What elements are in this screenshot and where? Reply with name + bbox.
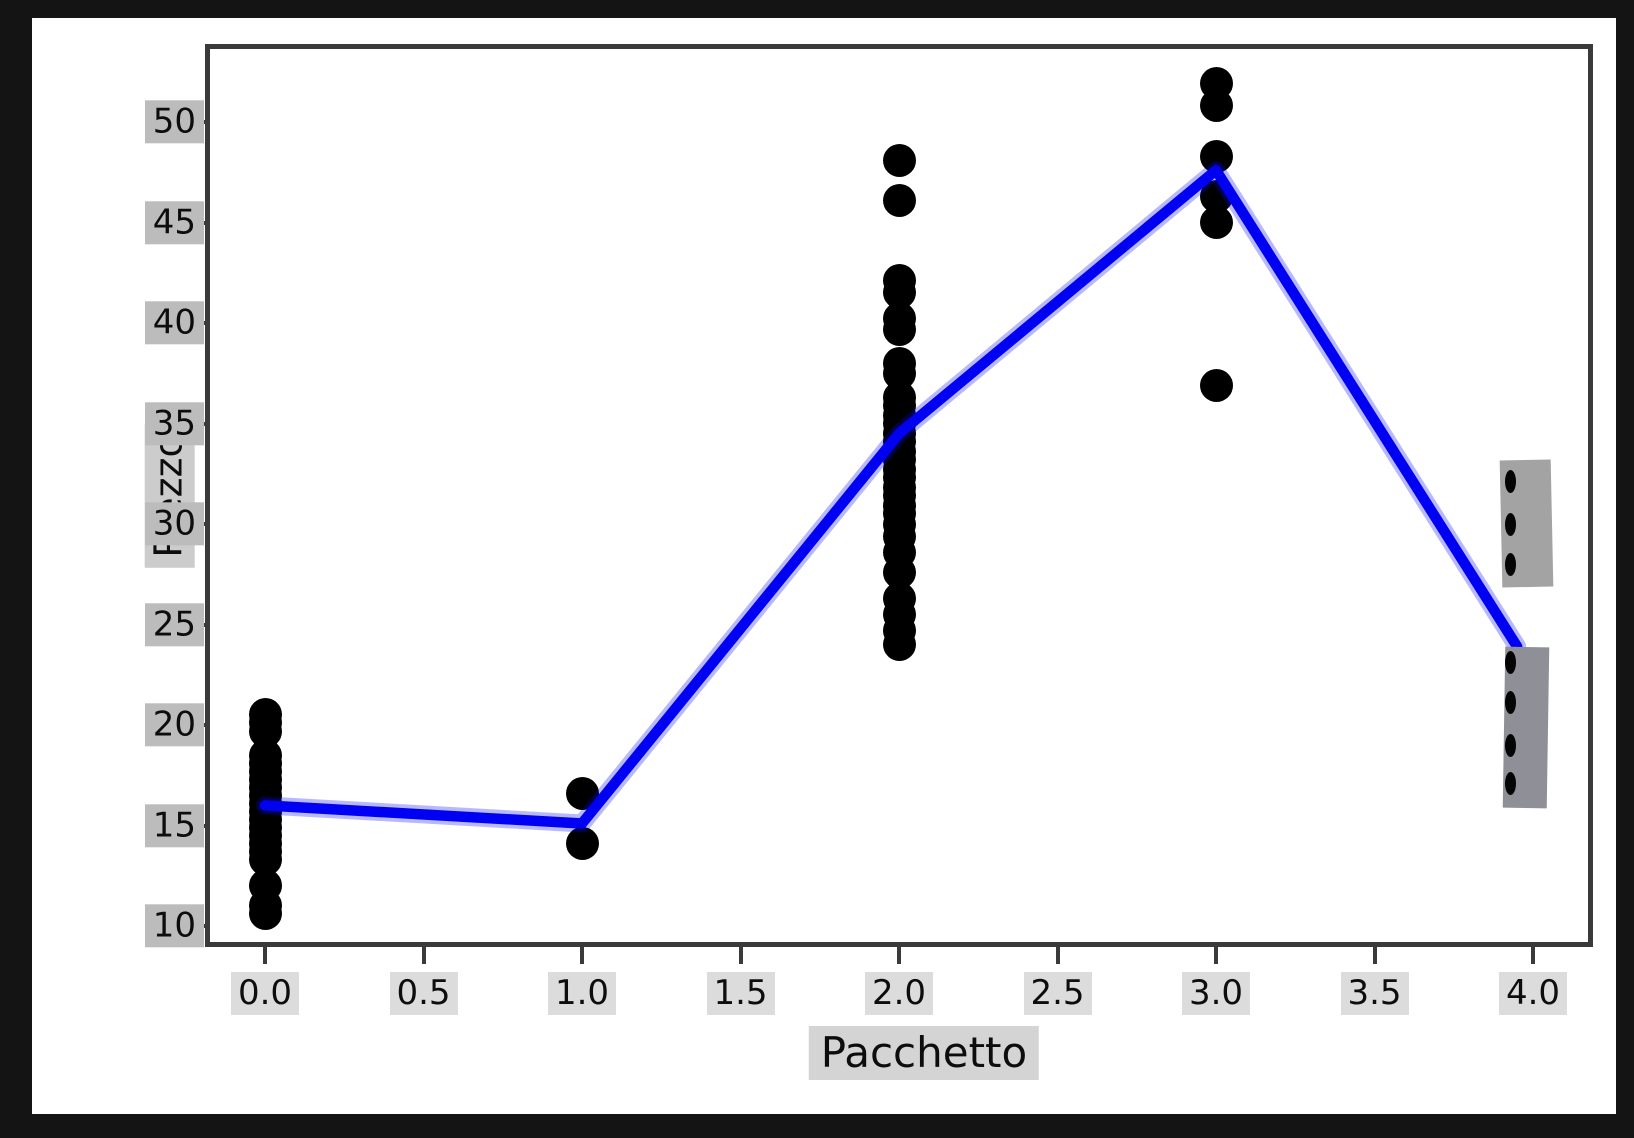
- x-tick-label: 3.5: [1340, 972, 1409, 1016]
- x-tick-mark: [263, 947, 267, 964]
- x-tick-mark: [1055, 947, 1060, 964]
- figure-canvas: Pacchetto Prezzo 0.0 0.5 1.0 1.5 2.0 2.5 3.0 3.…: [32, 18, 1616, 1114]
- scatter-point: [882, 628, 916, 662]
- x-tick-mark: [897, 947, 901, 964]
- scatter-point: [565, 776, 599, 810]
- y-axis-label: Prezzo: [145, 423, 195, 568]
- scatter-point: [565, 827, 599, 861]
- scatter-point: [882, 312, 916, 346]
- x-tick-label: 2.0: [864, 972, 934, 1016]
- x-tick-label: 0.5: [389, 972, 458, 1016]
- y-tick-label: 30: [144, 502, 204, 546]
- plot-axes: Pacchetto Prezzo 0.0 0.5 1.0 1.5 2.0 2.5 3.0 3.…: [144, 44, 1593, 1081]
- y-tick-label: 35: [144, 401, 204, 446]
- x-tick-label: 0.0: [230, 972, 300, 1016]
- x-tick-label: 3.0: [1181, 972, 1251, 1016]
- y-tick-label: 20: [144, 703, 204, 747]
- x-tick-mark: [1214, 947, 1218, 964]
- x-tick-label: 1.5: [706, 972, 775, 1016]
- x-tick-mark: [1531, 947, 1535, 964]
- scatter-point: [882, 183, 916, 217]
- masked-point: [1505, 512, 1517, 536]
- x-tick-mark: [421, 947, 426, 964]
- y-tick-label: 10: [144, 904, 204, 948]
- scatter-point: [1199, 368, 1233, 402]
- scatter-point: [1199, 89, 1233, 123]
- scatter-point: [882, 143, 916, 177]
- y-tick-label: 40: [144, 301, 204, 345]
- y-tick-label: 25: [144, 602, 204, 647]
- x-tick-mark: [1372, 947, 1377, 964]
- x-axis-label: Pacchetto: [808, 1026, 1040, 1081]
- y-tick-label: 50: [144, 100, 204, 144]
- x-tick-label: 4.0: [1498, 972, 1568, 1016]
- scatter-point: [1199, 139, 1233, 173]
- x-tick-label: 1.0: [547, 972, 617, 1016]
- y-tick-label: 45: [144, 200, 204, 245]
- x-tick-label: 2.5: [1023, 972, 1092, 1016]
- x-tick-mark: [580, 947, 584, 964]
- scatter-point: [1199, 206, 1233, 239]
- scatter-point: [248, 897, 282, 931]
- y-tick-label: 15: [144, 803, 204, 848]
- x-tick-mark: [738, 947, 743, 964]
